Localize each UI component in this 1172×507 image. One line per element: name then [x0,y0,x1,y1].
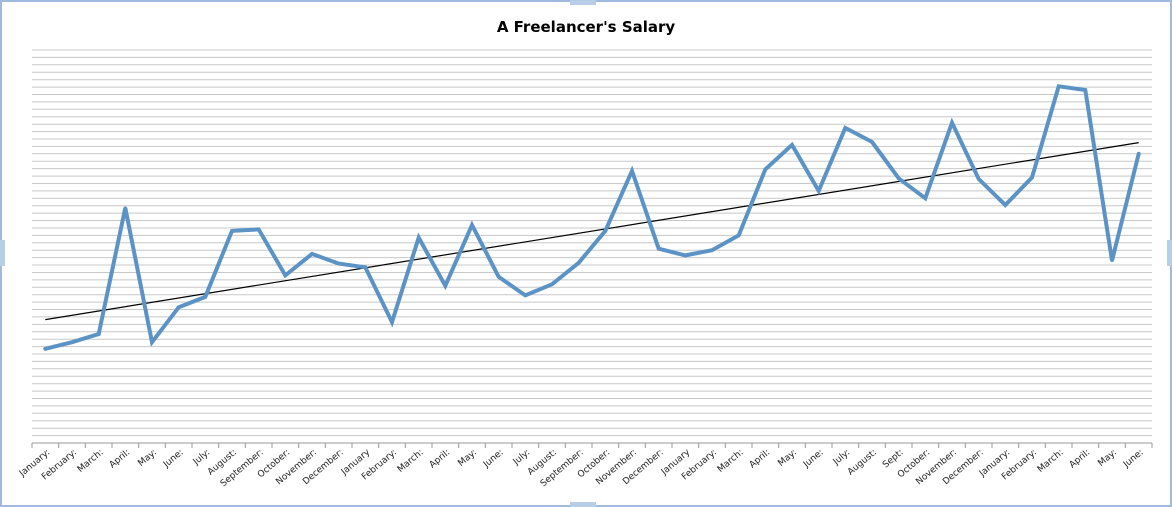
right-resize-handle[interactable] [1167,240,1172,266]
data-point [790,143,794,147]
data-point [150,340,154,344]
bottom-resize-handle[interactable] [570,502,596,507]
data-point [737,233,741,237]
data-point [683,253,687,257]
x-tick-label: May: [1096,448,1119,469]
data-point [363,265,367,269]
data-point [230,229,234,233]
data-point [897,176,901,180]
data-point [1030,176,1034,179]
data-point [470,223,474,227]
data-point [630,169,634,173]
data-point [710,248,714,252]
x-tick-label: March: [716,448,746,475]
data-point [1057,84,1061,88]
data-point [283,273,287,277]
data-point [497,275,501,279]
trendline [45,142,1139,321]
data-point [657,247,661,251]
data-point [923,196,927,200]
x-tick-label: May: [776,448,799,469]
x-tick-label: April: [748,448,773,471]
x-tick-label: March: [1036,448,1066,475]
x-tick-label: April: [1068,448,1093,471]
data-point [123,206,127,210]
x-tick-label: April: [428,448,453,471]
data-point [310,252,314,256]
x-tick-label: July: [831,448,852,468]
data-point [203,295,207,299]
data-point [763,167,767,171]
x-tick-label: May: [136,448,159,469]
x-tick-label: June: [1121,448,1146,471]
data-point [843,126,847,130]
x-tick-label: August: [846,448,879,478]
data-point [550,282,554,286]
data-point [817,189,821,193]
left-resize-handle[interactable] [0,240,5,266]
x-tick-label: July: [191,448,212,468]
x-tick-label: July: [511,448,532,468]
data-point [1137,152,1141,156]
series-line [43,84,1141,351]
data-point [177,305,181,309]
x-tick-label: June: [801,448,826,471]
data-point [97,332,101,336]
data-point [523,293,527,297]
data-point [337,262,341,266]
x-tick-label: June: [161,448,186,471]
data-point [70,340,74,344]
chart-title: A Freelancer's Salary [496,18,676,36]
data-point [870,140,874,144]
data-point [950,121,954,125]
data-point [577,261,581,265]
data-point [417,236,421,240]
x-tick-label: April: [108,448,133,471]
x-tick-label: March: [396,448,426,475]
data-point [43,347,47,351]
data-point [603,229,607,233]
data-point [390,320,394,324]
data-point [977,177,981,181]
top-resize-handle[interactable] [570,0,596,5]
x-tick-label: May: [456,448,479,469]
data-point [1003,203,1007,207]
data-point [257,227,261,231]
data-point [1110,259,1114,263]
x-tick-label: March: [76,448,106,475]
data-point [443,284,447,288]
x-tick-label: June: [481,448,506,471]
data-point [1083,88,1087,92]
